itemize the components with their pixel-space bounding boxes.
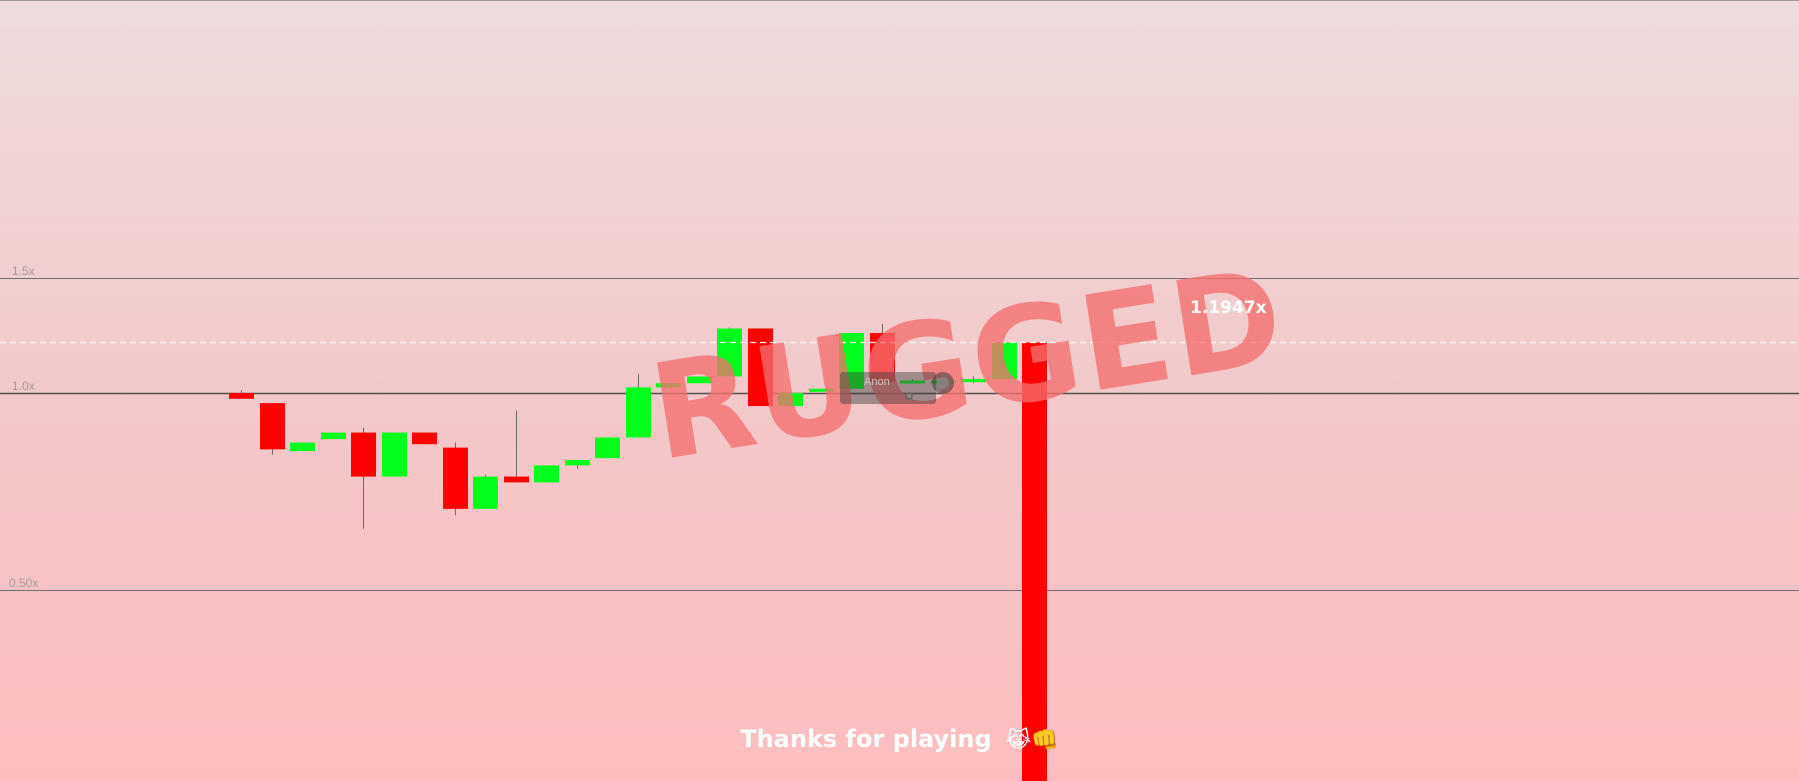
candle <box>626 373 651 438</box>
player-marker: Anon <box>840 372 936 404</box>
candle <box>260 403 285 455</box>
candle <box>961 376 986 384</box>
y-axis-label: 1.0x <box>12 378 35 393</box>
candle-body-bullish <box>687 376 712 384</box>
candle-body-bearish <box>443 447 468 509</box>
candle <box>870 324 895 382</box>
candle <box>351 427 376 529</box>
player-marker-dot <box>905 392 913 400</box>
candle-body-bullish <box>290 442 315 452</box>
laughing-cat-and-fist-emoji-icon: 😹👊 <box>1005 728 1059 753</box>
candle <box>717 327 742 377</box>
candle-body-bullish <box>717 328 742 377</box>
candle-body-bearish <box>412 432 437 445</box>
candle-body-bearish <box>748 328 773 407</box>
candle-body-bearish <box>504 476 529 483</box>
candle-body-bullish <box>778 393 803 407</box>
candle-body-bearish <box>351 432 376 477</box>
candle-body-bullish <box>626 387 651 438</box>
candle-body-bearish <box>229 393 254 399</box>
candle <box>382 432 407 477</box>
game-over-message: Thanks for playing 😹👊 <box>0 725 1799 753</box>
candle-body-bullish <box>961 379 986 383</box>
candle <box>412 432 437 445</box>
candle <box>290 442 315 452</box>
candle <box>900 379 925 384</box>
candle <box>748 328 773 407</box>
player-name: Anon <box>864 376 890 388</box>
candle <box>1022 342 1047 781</box>
y-axis-label: 0.50x <box>9 575 39 590</box>
candle <box>992 342 1017 380</box>
candle-body-bearish <box>1022 342 1047 781</box>
candle-body-bullish <box>565 459 590 466</box>
player-avatar-icon <box>932 372 954 394</box>
candle-body-bullish <box>656 383 681 388</box>
candle <box>504 410 529 483</box>
candle <box>778 393 803 407</box>
candle-body-bullish <box>321 432 346 440</box>
candle-body-bullish <box>809 388 834 392</box>
candle <box>473 474 498 509</box>
candle <box>443 442 468 516</box>
candle <box>595 437 620 459</box>
candle-body-bullish <box>473 476 498 509</box>
candle <box>534 465 559 483</box>
candle-body-bearish <box>870 333 895 382</box>
candle <box>565 459 590 470</box>
candle <box>687 376 712 384</box>
candle <box>809 388 834 392</box>
candle-body-bullish <box>382 432 407 477</box>
candle <box>656 383 681 388</box>
current-multiplier-label: 1.1947x <box>1190 298 1267 318</box>
y-axis-label: 1.5x <box>12 263 35 278</box>
candle-body-bullish <box>534 465 559 483</box>
thanks-for-playing-text: Thanks for playing <box>740 725 992 753</box>
candle <box>229 390 254 399</box>
candle-body-bullish <box>992 342 1017 380</box>
candle-body-bullish <box>595 437 620 459</box>
candle-body-bullish <box>900 380 925 384</box>
candle <box>321 432 346 440</box>
candle-body-bearish <box>260 403 285 450</box>
